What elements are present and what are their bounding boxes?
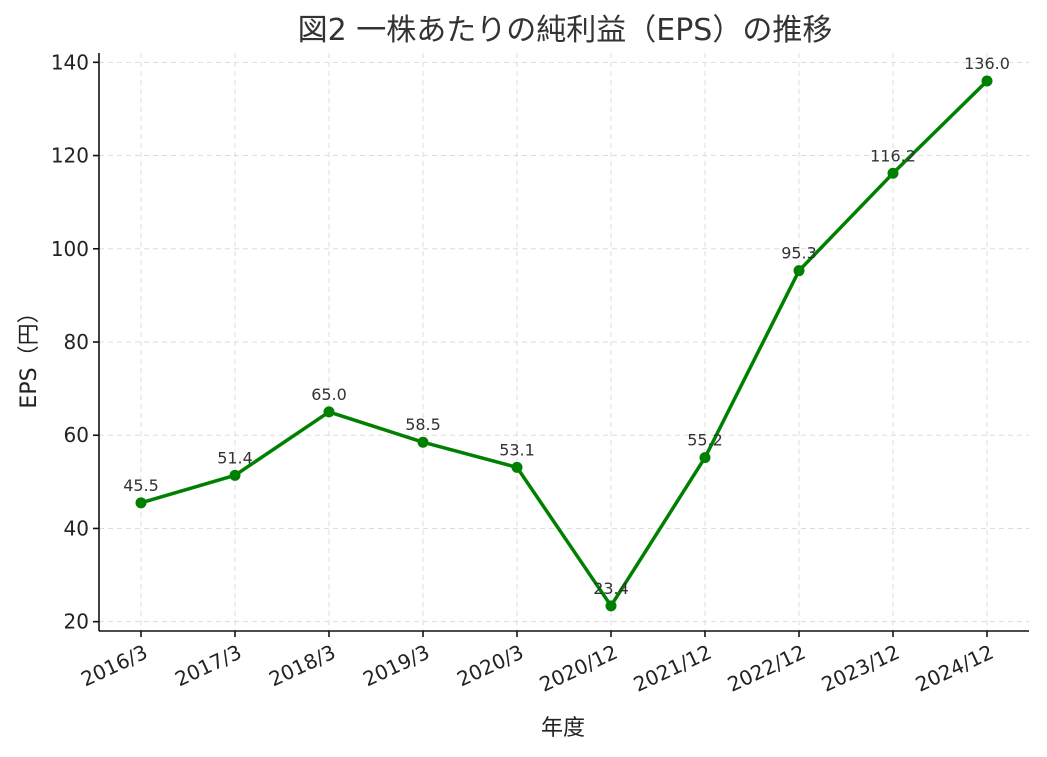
y-axis-label: EPS（円） bbox=[17, 301, 42, 408]
x-tick-label: 2023/12 bbox=[818, 640, 903, 697]
ticks-layer: 20 40 60 80 100 120 140 2016/3 2017/3 2018/3 2019/… bbox=[51, 50, 997, 696]
data-label: 65.0 bbox=[311, 385, 347, 404]
data-point bbox=[511, 461, 523, 473]
grid-layer bbox=[99, 53, 1029, 631]
data-label: 23.4 bbox=[593, 579, 629, 598]
data-point bbox=[323, 406, 335, 418]
x-tick-label: 2022/12 bbox=[724, 640, 809, 697]
x-tick-label: 2017/3 bbox=[171, 640, 245, 691]
x-tick-label: 2020/3 bbox=[453, 640, 527, 691]
y-tick-label: 140 bbox=[51, 50, 89, 74]
data-point bbox=[887, 167, 899, 179]
data-labels-layer: 45.5 51.4 65.0 58.5 53.1 23.4 55.2 95.3 116.2 136… bbox=[123, 54, 1010, 598]
data-label: 53.1 bbox=[499, 440, 535, 459]
x-tick-label: 2018/3 bbox=[265, 640, 339, 691]
x-tick-label: 2024/12 bbox=[912, 640, 997, 697]
data-label: 55.2 bbox=[687, 431, 723, 450]
x-tick-label: 2021/12 bbox=[630, 640, 715, 697]
chart-title: 図2 一株あたりの純利益（EPS）の推移 bbox=[298, 13, 833, 48]
y-tick-label: 40 bbox=[64, 516, 89, 540]
x-axis-label: 年度 bbox=[541, 716, 585, 741]
x-tick-label: 2016/3 bbox=[77, 640, 151, 691]
data-point bbox=[417, 436, 429, 448]
y-tick-label: 100 bbox=[51, 237, 89, 261]
x-tick-label: 2020/12 bbox=[536, 640, 621, 697]
data-point bbox=[793, 265, 805, 277]
data-label: 45.5 bbox=[123, 476, 159, 495]
series-layer bbox=[135, 75, 993, 612]
data-point bbox=[699, 452, 711, 464]
data-label: 95.3 bbox=[781, 244, 817, 263]
y-tick-label: 120 bbox=[51, 144, 89, 168]
y-tick-label: 60 bbox=[64, 423, 89, 447]
series-line bbox=[140, 79, 989, 608]
y-tick-label: 20 bbox=[64, 610, 89, 634]
data-point bbox=[605, 600, 617, 612]
data-point bbox=[229, 469, 241, 481]
data-point bbox=[135, 497, 147, 509]
y-tick-label: 80 bbox=[64, 330, 89, 354]
data-point bbox=[981, 75, 993, 87]
x-tick-label: 2019/3 bbox=[359, 640, 433, 691]
data-label: 136.0 bbox=[964, 54, 1010, 73]
data-label: 116.2 bbox=[870, 146, 916, 165]
data-label: 58.5 bbox=[405, 415, 441, 434]
data-label: 51.4 bbox=[217, 448, 253, 467]
